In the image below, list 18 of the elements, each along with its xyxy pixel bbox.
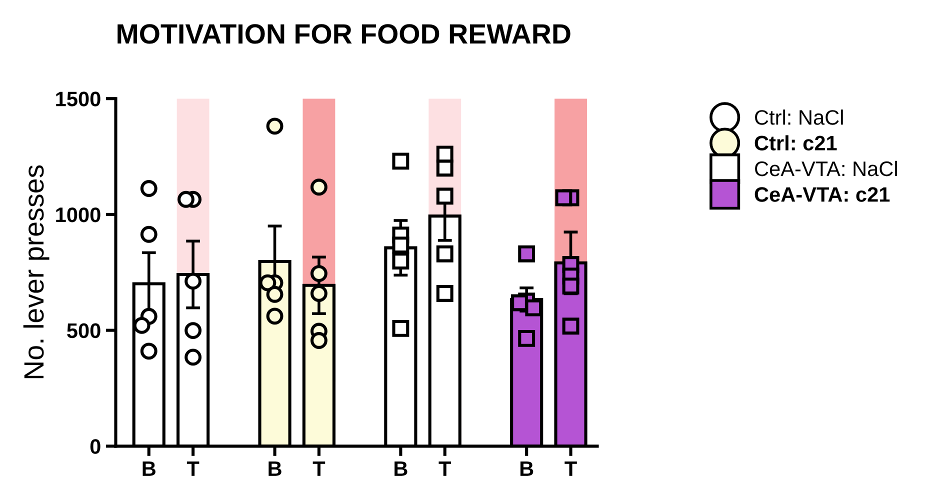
x-tick-label: T bbox=[312, 462, 326, 476]
x-tick-label: B bbox=[394, 462, 408, 476]
y-tick-label: 1000 bbox=[56, 207, 100, 222]
x-tick-label: B bbox=[520, 462, 534, 476]
y-tick-label: 1500 bbox=[56, 92, 100, 106]
legend-label: Ctrl: c21 bbox=[754, 135, 837, 151]
chart-title: MOTIVATION FOR FOOD REWARD bbox=[118, 24, 570, 44]
x-tick-label: B bbox=[142, 462, 156, 476]
y-axis-title: No. lever presses bbox=[23, 165, 50, 378]
x-tick-label: B bbox=[268, 462, 282, 476]
x-tick-label: T bbox=[438, 462, 452, 476]
legend-label: CeA-VTA: c21 bbox=[754, 187, 890, 202]
x-tick-label: T bbox=[564, 462, 577, 476]
legend-label: CeA-VTA: NaCl bbox=[755, 160, 897, 176]
x-tick-label: T bbox=[186, 462, 200, 476]
y-tick-label: 0 bbox=[90, 439, 100, 454]
y-tick-label: 500 bbox=[67, 323, 100, 338]
legend-label: Ctrl: NaCl bbox=[755, 110, 843, 125]
